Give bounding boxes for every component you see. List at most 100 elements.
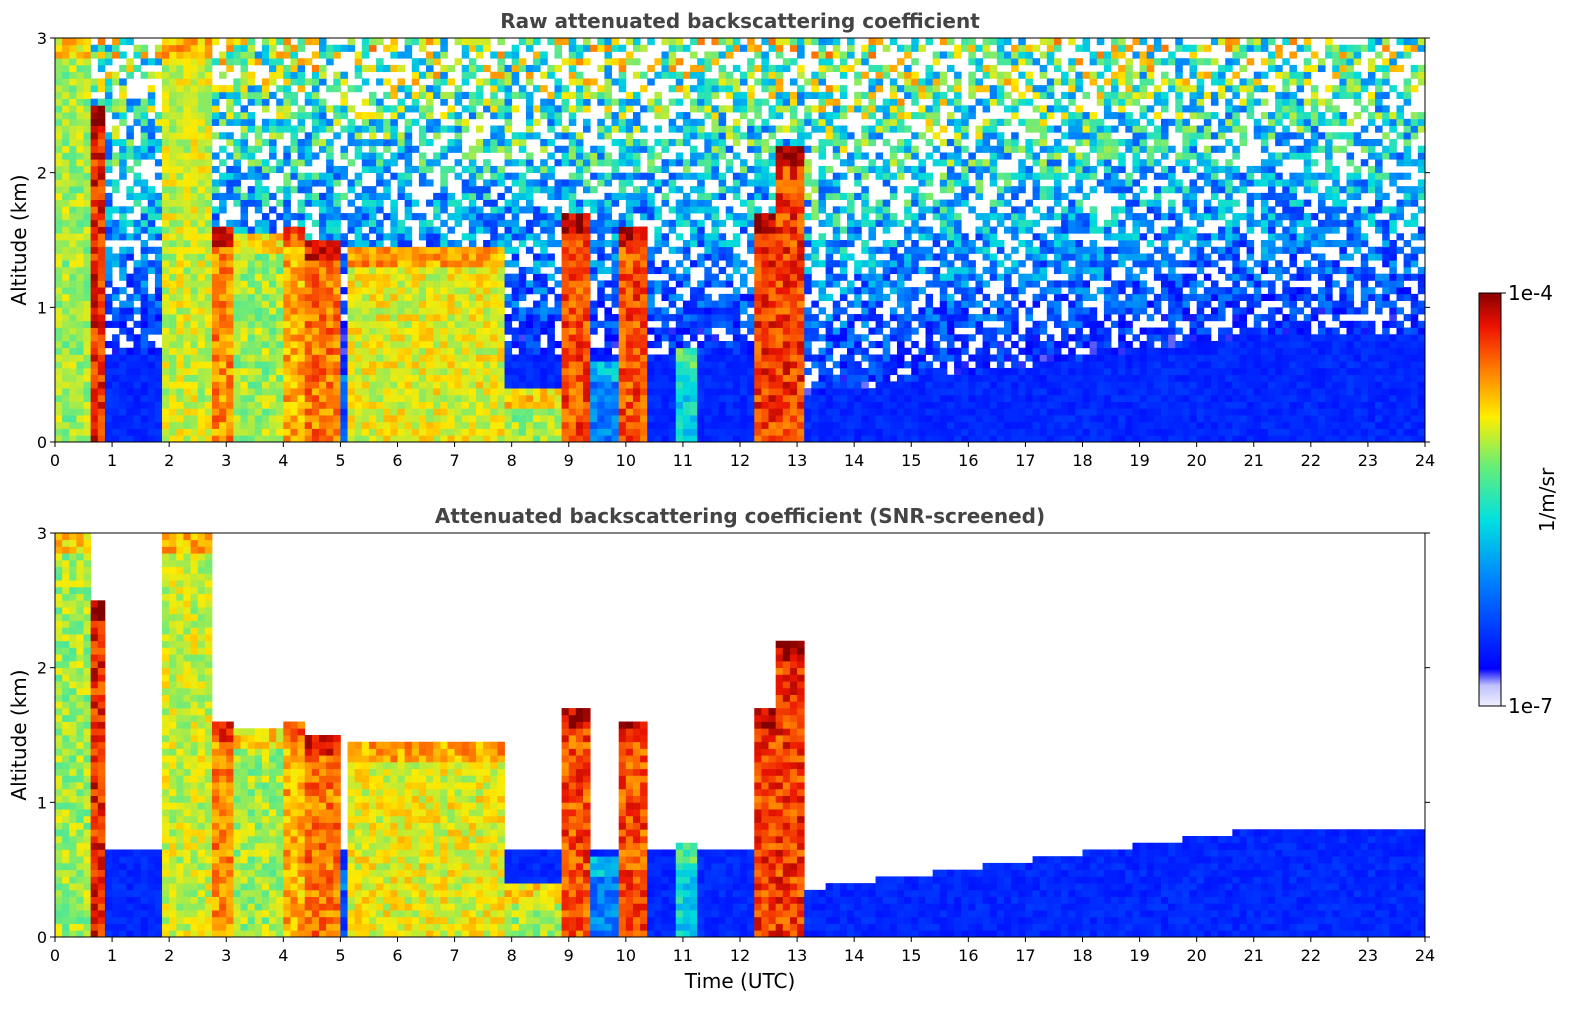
heatmap-cell bbox=[761, 38, 769, 46]
heatmap-cell bbox=[204, 226, 213, 234]
heatmap-cell bbox=[190, 186, 199, 194]
heatmap-cell bbox=[162, 273, 170, 281]
heatmap-cell bbox=[347, 435, 356, 443]
heatmap-cell bbox=[418, 280, 427, 288]
heatmap-cell bbox=[411, 199, 420, 207]
heatmap-cell bbox=[568, 112, 577, 120]
heatmap-cell bbox=[426, 415, 434, 423]
heatmap-cell bbox=[540, 71, 548, 79]
heatmap-cell bbox=[490, 219, 498, 227]
heatmap-cell bbox=[697, 91, 705, 99]
heatmap-cell bbox=[454, 219, 463, 227]
heatmap-cell bbox=[397, 388, 406, 396]
heatmap-cell bbox=[618, 293, 627, 301]
heatmap-cell bbox=[390, 428, 398, 436]
heatmap-cell bbox=[290, 374, 299, 382]
heatmap-cell bbox=[112, 314, 120, 322]
heatmap-cell bbox=[618, 421, 627, 429]
heatmap-cell bbox=[704, 58, 712, 66]
heatmap-cell bbox=[540, 246, 548, 254]
heatmap-cell bbox=[604, 44, 612, 52]
heatmap-cell bbox=[711, 112, 719, 120]
heatmap-cell bbox=[269, 145, 277, 153]
heatmap-cell bbox=[575, 98, 584, 106]
heatmap-cell bbox=[654, 354, 662, 362]
heatmap-cell bbox=[690, 334, 698, 342]
heatmap-cell bbox=[583, 334, 591, 342]
heatmap-cell bbox=[354, 327, 363, 335]
heatmap-cell bbox=[176, 354, 184, 362]
heatmap-cell bbox=[326, 58, 334, 66]
heatmap-cell bbox=[162, 78, 170, 86]
heatmap-cell bbox=[618, 280, 627, 288]
heatmap-cell bbox=[426, 226, 434, 234]
heatmap-cell bbox=[126, 192, 134, 200]
heatmap-cell bbox=[319, 388, 327, 396]
heatmap-cell bbox=[97, 388, 106, 396]
heatmap-cell bbox=[561, 314, 570, 322]
heatmap-cell bbox=[283, 293, 291, 301]
heatmap-cell bbox=[704, 152, 712, 160]
heatmap-cell bbox=[97, 152, 106, 160]
heatmap-cell bbox=[433, 334, 441, 342]
heatmap-cell bbox=[426, 112, 434, 120]
heatmap-cell bbox=[632, 233, 641, 241]
heatmap-cell bbox=[83, 159, 92, 167]
heatmap-cell bbox=[112, 253, 120, 261]
heatmap-cell bbox=[518, 293, 527, 301]
heatmap-cell bbox=[254, 172, 263, 180]
heatmap-cell bbox=[154, 354, 163, 362]
heatmap-cell bbox=[518, 334, 527, 342]
heatmap-cell bbox=[326, 408, 334, 416]
heatmap-cell bbox=[697, 287, 705, 295]
heatmap-cell bbox=[319, 240, 327, 248]
heatmap-cell bbox=[440, 233, 448, 241]
heatmap-cell bbox=[632, 367, 641, 376]
heatmap-cell bbox=[169, 300, 177, 308]
heatmap-cell bbox=[447, 307, 455, 315]
heatmap-cell bbox=[547, 172, 555, 180]
heatmap-cell bbox=[632, 98, 641, 106]
heatmap-cell bbox=[518, 401, 527, 409]
heatmap-cell bbox=[468, 361, 477, 369]
heatmap-cell bbox=[311, 367, 320, 376]
heatmap-cell bbox=[147, 307, 156, 315]
heatmap-cell bbox=[568, 334, 577, 342]
heatmap-cell bbox=[590, 273, 598, 281]
heatmap-cell bbox=[504, 314, 513, 322]
heatmap-cell bbox=[518, 381, 527, 389]
heatmap-cell bbox=[625, 240, 634, 248]
heatmap-cell bbox=[297, 199, 306, 207]
heatmap-cell bbox=[126, 152, 134, 160]
heatmap-cell bbox=[162, 233, 170, 241]
heatmap-cell bbox=[347, 361, 356, 369]
heatmap-cell bbox=[511, 273, 520, 281]
heatmap-cell bbox=[718, 132, 727, 140]
heatmap-cell bbox=[354, 361, 363, 369]
heatmap-cell bbox=[383, 287, 391, 295]
heatmap-cell bbox=[675, 421, 684, 429]
heatmap-cell bbox=[511, 192, 520, 200]
heatmap-cell bbox=[618, 213, 627, 221]
heatmap-cell bbox=[376, 347, 384, 355]
heatmap-cell bbox=[625, 105, 634, 113]
heatmap-cell bbox=[62, 213, 70, 221]
heatmap-cell bbox=[112, 51, 120, 59]
heatmap-cell bbox=[725, 314, 734, 322]
heatmap-cell bbox=[761, 233, 769, 241]
heatmap-cell bbox=[640, 421, 648, 429]
heatmap-cell bbox=[140, 374, 149, 382]
heatmap-cell bbox=[76, 394, 84, 402]
heatmap-cell bbox=[69, 38, 77, 46]
heatmap-cell bbox=[112, 226, 120, 234]
heatmap-cell bbox=[297, 367, 306, 376]
heatmap-cell bbox=[497, 381, 505, 389]
heatmap-cell bbox=[183, 51, 191, 59]
heatmap-cell bbox=[426, 354, 434, 362]
heatmap-cell bbox=[190, 206, 199, 214]
heatmap-cell bbox=[254, 219, 263, 227]
heatmap-cell bbox=[697, 388, 705, 396]
heatmap-cell bbox=[775, 347, 784, 355]
heatmap-cell bbox=[140, 206, 149, 214]
heatmap-cell bbox=[761, 367, 769, 376]
